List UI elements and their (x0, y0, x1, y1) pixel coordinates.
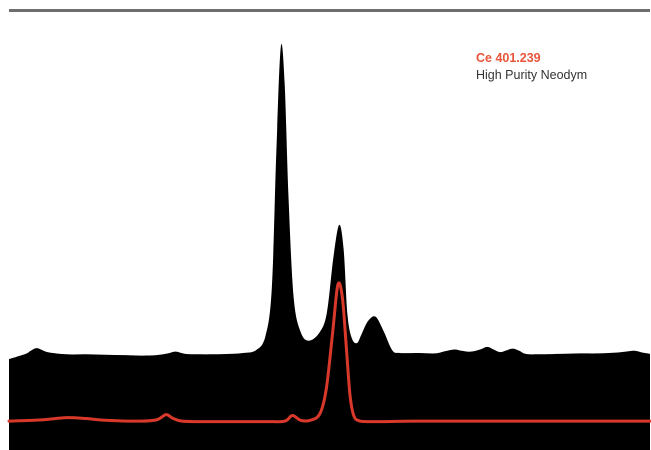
top-rule (9, 9, 650, 12)
legend-ce-label: Ce 401.239 (476, 51, 541, 65)
legend-sample-label: High Purity Neodym (476, 68, 588, 82)
series-line-ce-401-239 (7, 281, 651, 424)
series-area-high-purity-neodym (9, 43, 650, 450)
legend: Ce 401.239 High Purity Neodym (476, 50, 587, 84)
